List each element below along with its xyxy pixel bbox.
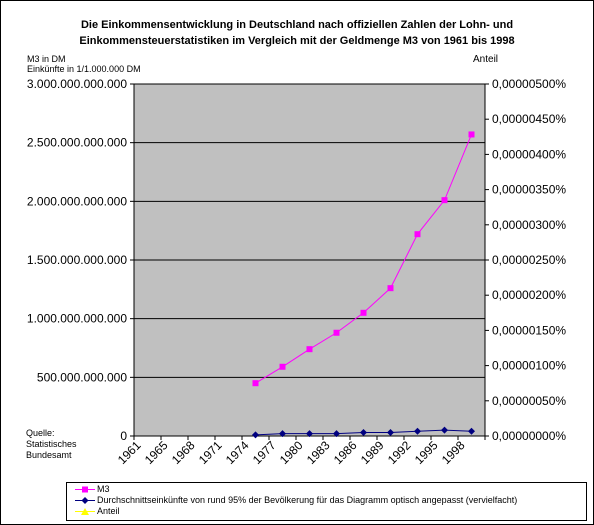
x-tick-label: 1971: [196, 438, 225, 467]
left-axis-label: M3 in DM: [27, 54, 66, 64]
data-point-m3: [333, 329, 340, 336]
right-tick-label: 0,00000200%: [492, 288, 566, 302]
chart-svg: 0 500.000.000.000 1.000.000.000.000 1.500.0…: [27, 77, 567, 467]
x-tick-label: 1961: [115, 438, 144, 467]
x-tick-label: 1986: [331, 438, 360, 467]
right-tick-label: 0,00000100%: [492, 359, 566, 373]
data-point-m3: [414, 231, 421, 238]
data-point-einkommen: [441, 426, 448, 434]
right-tick-label: 0,00000300%: [492, 218, 566, 232]
left-tick-label: 1.000.000.000.000: [27, 312, 127, 326]
right-axis-label: Anteil: [473, 54, 499, 65]
legend-m3-swatch: [75, 486, 95, 493]
data-point-einkommen: [306, 430, 313, 438]
x-tick-label: 1974: [223, 438, 252, 467]
legend: M3 Durchschnittseinkünfte von rund 95% d…: [66, 482, 587, 521]
left-axis-sublabel: Einkünfte in 1/1.000.000 DM: [27, 64, 141, 74]
data-point-m3: [387, 285, 394, 292]
right-tick-label: 0,00000500%: [492, 77, 566, 91]
data-point-einkommen: [414, 427, 421, 435]
data-point-einkommen: [279, 430, 286, 438]
right-tick-label: 0,00000450%: [492, 112, 566, 126]
left-tick-label: 0: [120, 429, 127, 443]
data-point-m3: [279, 363, 286, 370]
chart-title-line-1: Die Einkommensentwicklung in Deutschland…: [80, 19, 514, 31]
chart-title: Die Einkommensentwicklung in Deutschland…: [0, 17, 594, 49]
right-tick-label: 0,00000250%: [492, 253, 566, 267]
source-note-line-3: Bundesamt: [26, 450, 72, 460]
data-point-m3: [306, 346, 313, 353]
left-tick-label: 3.000.000.000.000: [27, 77, 127, 91]
x-tick-label: 1977: [250, 438, 279, 467]
x-tick-label: 1968: [169, 438, 198, 467]
data-point-einkommen: [360, 428, 367, 436]
source-note: Quelle: Statistisches Bundesamt: [26, 428, 77, 461]
left-tick-label: 1.500.000.000.000: [27, 253, 127, 267]
x-tick-label: 1983: [304, 438, 333, 467]
data-point-einkommen: [252, 431, 259, 439]
source-note-line-2: Statistisches: [26, 439, 77, 449]
legend-item-einkommen: Durchschnittseinkünfte von rund 95% der …: [67, 495, 586, 506]
right-tick-label: 0,00000150%: [492, 323, 566, 337]
data-point-einkommen: [387, 428, 394, 436]
left-tick-label: 2.000.000.000.000: [27, 194, 127, 208]
legend-anteil-swatch: [75, 508, 95, 515]
data-point-einkommen: [468, 427, 475, 435]
x-tick-label: 1998: [439, 438, 468, 467]
legend-label-anteil: Anteil: [97, 506, 120, 516]
source-note-line-1: Quelle:: [26, 428, 55, 438]
data-point-m3: [360, 309, 367, 316]
x-tick-label: 1989: [358, 438, 387, 467]
right-tick-label: 0,00000350%: [492, 183, 566, 197]
right-tick-label: 0,00000000%: [492, 429, 566, 443]
legend-einkommen-swatch: [75, 497, 95, 504]
right-tick-label: 0,00000050%: [492, 394, 566, 408]
data-point-m3: [441, 197, 448, 204]
x-tick-label: 1995: [412, 438, 441, 467]
left-tick-label: 2.500.000.000.000: [27, 136, 127, 150]
x-tick-label: 1965: [142, 438, 171, 467]
legend-item-anteil: Anteil: [67, 506, 586, 517]
data-point-einkommen: [333, 430, 340, 438]
chart-title-line-2: Einkommensteuerstatistiken im Vergleich …: [79, 35, 515, 47]
legend-label-m3: M3: [97, 484, 110, 494]
legend-item-m3: M3: [67, 484, 586, 495]
data-point-m3: [252, 380, 259, 387]
right-tick-label: 0,00000400%: [492, 147, 566, 161]
left-tick-label: 500.000.000.000: [37, 370, 127, 384]
x-tick-label: 1980: [277, 438, 306, 467]
x-tick-label: 1992: [385, 438, 414, 467]
legend-label-einkommen: Durchschnittseinkünfte von rund 95% der …: [97, 495, 518, 505]
data-point-m3: [468, 131, 475, 138]
